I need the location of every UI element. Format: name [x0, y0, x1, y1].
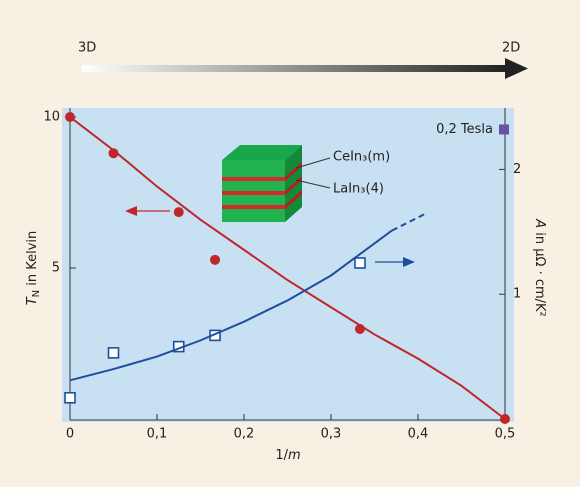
y2-tick-label: 2 [513, 162, 521, 177]
point [355, 258, 365, 268]
y2-tick-label: 1 [513, 287, 521, 302]
point [499, 124, 509, 134]
x-tick-label: 0,5 [495, 427, 516, 442]
point-label: 0,2 Tesla [436, 122, 493, 137]
y-tick-label: 5 [52, 261, 60, 276]
y-tick-label: 10 [43, 110, 60, 125]
x-tick-label: 0 [66, 427, 74, 442]
x-tick-label: 0,3 [321, 427, 342, 442]
chart: 3D 2D CeIn₃(m) LaIn₃(4) 1/m TN in Kelvin… [0, 0, 580, 487]
x-label-text: 1/ [275, 448, 288, 463]
x-tick-label: 0,2 [234, 427, 255, 442]
inset-label: CeIn₃(m) [333, 150, 390, 165]
x-label-symbol: m [288, 448, 301, 463]
x-tick-label: 0,4 [408, 427, 429, 442]
top-left-label: 3D [78, 41, 96, 56]
y-label-subscript: N [31, 290, 42, 297]
top-right-label: 2D [502, 41, 520, 56]
y-label-text: in Kelvin [25, 231, 40, 290]
y2-label-symbol: A [533, 218, 548, 228]
y2-label-text: in μΩ · cm/K² [533, 228, 548, 317]
inset-label: LaIn₃(4) [333, 182, 384, 197]
point [65, 393, 75, 403]
point [174, 207, 184, 217]
dimension-arrow [82, 65, 507, 72]
point [109, 348, 119, 358]
point [210, 255, 220, 265]
y2-axis-label: A in μΩ · cm/K² [533, 218, 548, 317]
x-axis-label: 1/m [275, 448, 300, 463]
x-tick-label: 0,1 [147, 427, 168, 442]
